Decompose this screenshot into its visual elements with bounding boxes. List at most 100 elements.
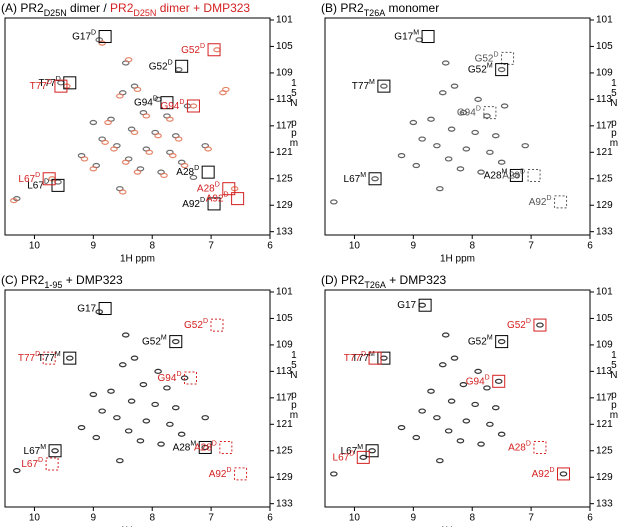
peak xyxy=(474,368,482,374)
peak-box xyxy=(63,76,77,90)
peak-label-name: L67 xyxy=(21,459,38,470)
title-part: dimer / xyxy=(67,1,110,15)
peak-label: L67D xyxy=(333,451,355,463)
peak-label-name: G94 xyxy=(160,101,179,112)
peak xyxy=(124,57,133,63)
peak-box xyxy=(201,165,215,179)
peak-box xyxy=(186,99,200,113)
peak-label: G94D xyxy=(160,99,184,111)
peak xyxy=(201,444,210,451)
peak-label: A92D xyxy=(182,197,205,209)
peak xyxy=(166,116,174,122)
peak-box xyxy=(501,51,515,65)
peak-box xyxy=(554,195,568,209)
plot-frame xyxy=(324,17,591,236)
peak xyxy=(133,169,142,175)
x-tick-label: 6 xyxy=(267,513,273,524)
y-tick-label: 113 xyxy=(596,366,612,377)
y-tick-label: 121 xyxy=(276,419,293,430)
peak xyxy=(154,368,162,374)
x-tick-label: 7 xyxy=(208,513,214,524)
peak-label-state: D xyxy=(349,451,354,458)
peak xyxy=(368,448,376,454)
peak-label: G94D xyxy=(158,371,182,383)
peak-box xyxy=(234,467,248,481)
peak xyxy=(427,388,435,394)
peak-label-name: G17 xyxy=(72,31,91,42)
peak xyxy=(491,133,500,139)
peak-label-name: A92 xyxy=(206,193,224,204)
peak-label-state: D xyxy=(526,441,531,448)
x-axis-label: 1H ppm xyxy=(440,254,475,265)
peak-label: L67D xyxy=(18,172,40,184)
peak-label: T77D xyxy=(344,351,366,363)
title-part: (C) PR2 xyxy=(1,273,45,287)
peak-box xyxy=(527,168,541,182)
peak xyxy=(65,355,74,361)
peak xyxy=(142,113,151,119)
peak-label: A28D xyxy=(194,441,217,453)
peak-label-state: D xyxy=(526,318,531,325)
peak-label: L67M xyxy=(24,444,47,456)
peak-box xyxy=(54,79,68,93)
x-tick-label: 8 xyxy=(469,513,475,524)
peak-label-state: D xyxy=(549,467,554,474)
peak xyxy=(456,166,465,172)
peak xyxy=(330,471,338,477)
peak-label-name: G52 xyxy=(507,320,526,331)
x-tick-label: 9 xyxy=(411,513,417,524)
peak-label: G52M xyxy=(468,335,493,347)
peak-label: A92D xyxy=(529,195,552,207)
title-part: 1-95 xyxy=(44,280,62,290)
panel: (A) PR2D25N dimer / PR2D25N dimer + DMP3… xyxy=(1,1,299,264)
peak xyxy=(133,86,142,93)
peak xyxy=(142,418,151,424)
x-tick-label: 6 xyxy=(267,241,273,252)
peak-box xyxy=(368,351,382,365)
peak-label-state: D xyxy=(520,169,525,176)
peak-box xyxy=(210,318,224,332)
x-tick-label: 9 xyxy=(91,513,97,524)
plot-frame xyxy=(324,289,591,508)
y-tick-label: 125 xyxy=(596,445,613,456)
peak-box xyxy=(492,374,506,388)
peak-label-name: G52 xyxy=(475,53,494,64)
peak-label-state: D xyxy=(212,441,217,448)
peak xyxy=(471,401,479,408)
peak-label-name: A28 xyxy=(502,170,520,181)
peak-label-name: G94 xyxy=(457,107,476,118)
peak-label-name: G17 xyxy=(394,31,413,42)
peak-box xyxy=(207,197,221,211)
peak-box xyxy=(42,172,56,186)
peak xyxy=(157,441,165,447)
x-tick-label: 8 xyxy=(149,241,155,252)
peak xyxy=(121,159,130,165)
peak xyxy=(359,454,368,460)
peak xyxy=(51,448,59,454)
peak xyxy=(444,156,453,162)
peak xyxy=(471,129,479,136)
peak xyxy=(77,425,86,431)
title-part: T26A xyxy=(364,8,386,18)
peak-label-state: M xyxy=(360,172,366,179)
peak-label-state: D xyxy=(200,43,205,50)
peak-box xyxy=(98,302,112,316)
peak-label-state: D xyxy=(224,192,229,199)
title-part: (B) PR2 xyxy=(321,1,364,15)
peak xyxy=(459,382,468,388)
peak-box xyxy=(219,440,233,454)
peak-label: G52M xyxy=(468,63,493,75)
peak xyxy=(486,149,494,155)
peak-label-name: A92 xyxy=(182,199,200,210)
peak xyxy=(92,434,101,441)
peak xyxy=(497,67,506,73)
peak-label: G52D xyxy=(149,60,173,72)
peak-label-name: G52 xyxy=(468,64,487,75)
x-tick-label: 10 xyxy=(29,241,41,252)
peak-label: G17 xyxy=(77,303,96,314)
peak xyxy=(474,96,482,102)
peak xyxy=(127,398,136,404)
peak-label-name: L67 xyxy=(333,452,350,463)
